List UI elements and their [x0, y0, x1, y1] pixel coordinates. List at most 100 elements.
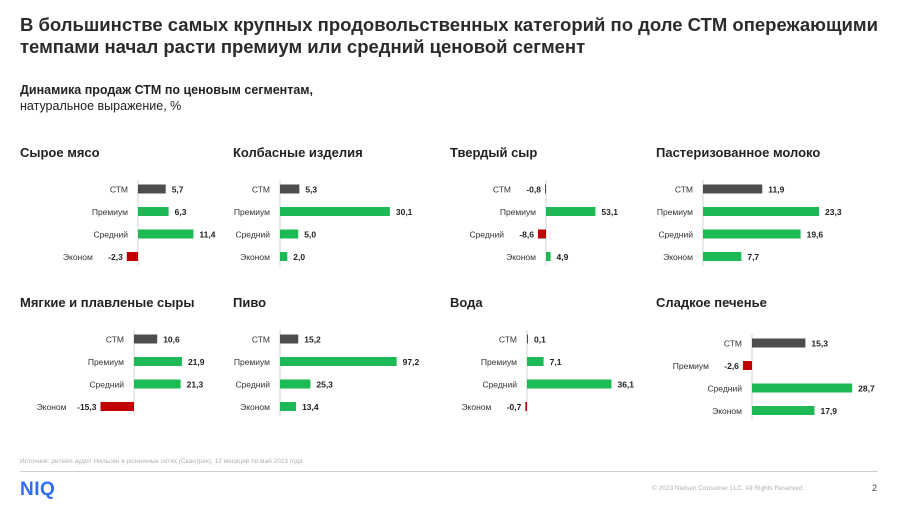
category-label: СТМ [675, 185, 693, 195]
category-label: СТМ [110, 185, 128, 195]
panel-pasteurized-milk: Пастеризованное молоко СТМ 11,9 Премиум 23,… [656, 145, 856, 275]
panel-title: Сырое мясо [20, 145, 100, 160]
data-label: 11,9 [768, 185, 784, 195]
category-label: Средний [658, 230, 693, 240]
data-label: 17,9 [820, 406, 837, 416]
bar-4 [280, 252, 288, 261]
category-label: Премиум [88, 357, 124, 367]
data-label: 23,3 [825, 207, 842, 217]
panel-title: Колбасные изделия [233, 145, 363, 160]
bar-3 [280, 379, 311, 389]
chart-raw-meat: СТМ 5,7 Премиум 6,3 Средний 11,4 Эконом -2,3 [63, 180, 216, 266]
category-label: Средний [235, 230, 270, 240]
category-label: Средний [469, 230, 504, 240]
bar-4 [703, 252, 742, 261]
chart-soft-cheese: СТМ 10,6 Премиум 21,9 Средний 21,3 Эконом -15,3 [37, 330, 205, 416]
bar-1 [280, 184, 300, 194]
panel-sausages: Колбасные изделия СТМ 5,3 Премиум 30,1 Средн… [233, 145, 433, 275]
data-label: -2,3 [108, 252, 123, 262]
panel-title: Сладкое печенье [656, 295, 767, 310]
page-title: В большинстве самых крупных продовольств… [20, 14, 878, 57]
bar-3 [280, 229, 299, 239]
bar-2 [527, 357, 544, 366]
chart-sausages: СТМ 5,3 Премиум 30,1 Средний 5,0 Эконом 2,0 [234, 180, 413, 266]
category-label: Эконом [461, 402, 491, 412]
category-label: Премиум [92, 207, 128, 217]
data-label: 25,3 [316, 380, 333, 390]
panel-title: Пастеризованное молоко [656, 145, 821, 160]
category-label: Средний [93, 230, 128, 240]
bar-1 [280, 334, 299, 344]
footer-divider [20, 471, 878, 472]
category-label: Эконом [712, 406, 742, 416]
data-label: 0,1 [534, 335, 546, 345]
data-label: 13,4 [302, 402, 319, 412]
bar-2 [742, 361, 752, 370]
category-label: Премиум [234, 207, 270, 217]
category-label: Премиум [657, 207, 693, 217]
data-label: 7,7 [747, 252, 759, 262]
bar-4 [525, 402, 527, 411]
bar-4 [280, 402, 297, 411]
panel-raw-meat: Сырое мясо СТМ 5,7 Премиум 6,3 Средний 11,4 Эк… [20, 145, 220, 275]
data-label: 21,3 [187, 380, 204, 390]
panel-soft-cheese: Мягкие и плавленые сыры СТМ 10,6 Премиум 21… [20, 295, 220, 425]
chart-hard-cheese: СТМ -0,8 Премиум 53,1 Средний -8,6 Эконом 4,9 [469, 180, 618, 266]
panel-sweet-cookies: Сладкое печенье СТМ 15,3 Премиум -2,6 Средни… [656, 295, 875, 425]
data-label: -0,8 [526, 185, 541, 195]
bar-2 [546, 207, 596, 216]
source-note: Источник: ритейл-аудит Нильсен в розничн… [20, 458, 303, 465]
bar-3 [538, 229, 546, 239]
panel-title: Мягкие и плавленые сыры [20, 295, 195, 310]
chart-subtitle: Динамика продаж СТМ по ценовым сегментам… [20, 83, 313, 114]
category-label: Премиум [481, 357, 517, 367]
bar-1 [527, 334, 528, 344]
bar-3 [752, 383, 853, 393]
subtitle-regular: натуральное выражение, % [20, 98, 182, 113]
data-label: 97,2 [403, 357, 420, 367]
bar-3 [134, 379, 181, 389]
panel-beer: Пиво СТМ 15,2 Премиум 97,2 Средний 25,3 Эконом… [233, 295, 433, 425]
category-label: Средний [89, 380, 124, 390]
bar-3 [527, 379, 612, 389]
bar-1 [703, 184, 763, 194]
bar-4 [100, 402, 134, 411]
category-label: Эконом [63, 252, 93, 262]
data-label: 4,9 [557, 252, 569, 262]
bar-1 [134, 334, 158, 344]
data-label: 6,3 [175, 207, 187, 217]
bar-1 [545, 184, 546, 194]
data-label: -15,3 [77, 402, 97, 412]
data-label: 28,7 [858, 384, 875, 394]
data-label: -0,7 [507, 402, 522, 412]
category-label: Премиум [673, 361, 709, 371]
page-number: 2 [872, 483, 878, 493]
data-label: 30,1 [396, 207, 413, 217]
category-label: СТМ [106, 335, 124, 345]
subtitle-bold: Динамика продаж СТМ по ценовым сегментам… [20, 83, 314, 97]
category-label: Эконом [37, 402, 67, 412]
bar-4 [546, 252, 551, 261]
data-label: 53,1 [601, 207, 618, 217]
data-label: 36,1 [617, 380, 634, 390]
category-label: Средний [707, 384, 742, 394]
category-label: Эконом [240, 252, 270, 262]
data-label: 15,2 [304, 335, 321, 345]
bar-3 [138, 229, 194, 239]
data-label: 21,9 [188, 357, 205, 367]
data-label: -8,6 [519, 230, 534, 240]
data-label: 15,3 [811, 339, 828, 349]
category-label: Эконом [506, 252, 536, 262]
data-label: 5,3 [305, 185, 317, 195]
bar-2 [134, 357, 182, 366]
copyright-note: © 2023 Nielsen Consumer LLC. All Rights … [652, 485, 805, 492]
category-label: Премиум [234, 357, 270, 367]
panel-hard-cheese: Твердый сыр СТМ -0,8 Премиум 53,1 Средний -8,… [450, 145, 650, 275]
category-label: Эконом [663, 252, 693, 262]
chart-sweet-cookies: СТМ 15,3 Премиум -2,6 Средний 28,7 Эконом 17,9 [673, 334, 875, 420]
bar-2 [138, 207, 169, 216]
data-label: 10,6 [163, 335, 180, 345]
data-label: 5,7 [172, 185, 184, 195]
category-label: СТМ [252, 335, 270, 345]
bar-2 [280, 357, 397, 366]
